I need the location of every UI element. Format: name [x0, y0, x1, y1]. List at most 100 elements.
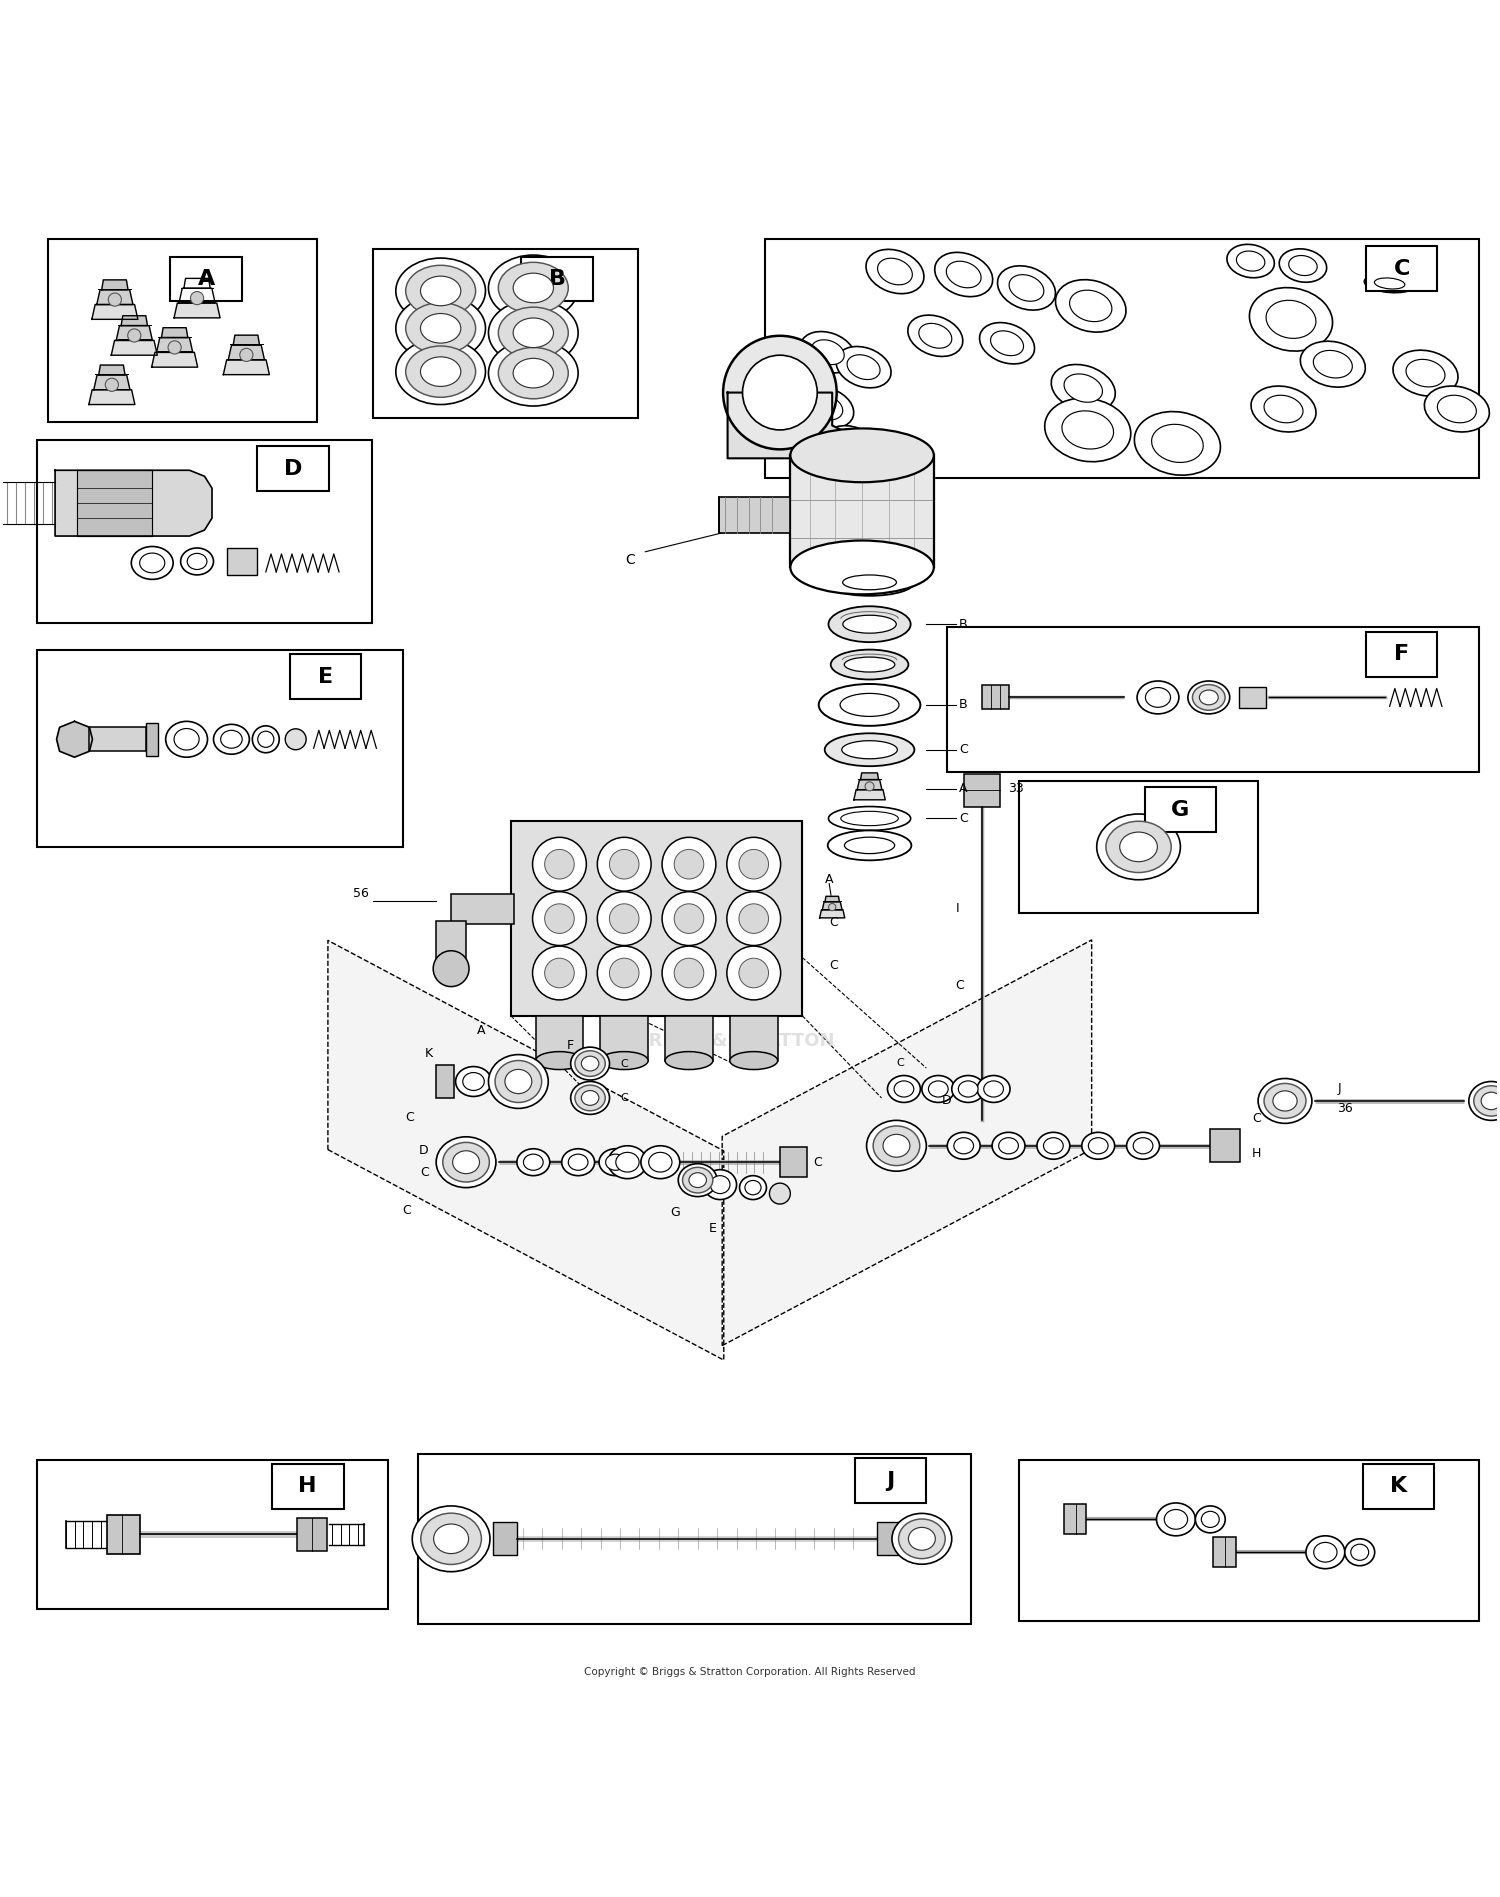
Circle shape — [728, 837, 780, 892]
Ellipse shape — [1437, 395, 1476, 423]
Circle shape — [728, 892, 780, 945]
Text: K: K — [1390, 1476, 1407, 1497]
Ellipse shape — [1288, 256, 1317, 275]
Ellipse shape — [951, 1076, 984, 1102]
Circle shape — [544, 903, 574, 933]
Ellipse shape — [836, 347, 891, 387]
Circle shape — [597, 947, 651, 1000]
Bar — [1365, 247, 1437, 290]
Ellipse shape — [1236, 250, 1264, 271]
Circle shape — [740, 958, 768, 988]
Ellipse shape — [1202, 1512, 1219, 1527]
Ellipse shape — [420, 277, 460, 305]
Polygon shape — [116, 326, 153, 340]
Ellipse shape — [568, 1153, 588, 1170]
Ellipse shape — [843, 615, 897, 634]
Ellipse shape — [810, 395, 843, 419]
Ellipse shape — [976, 1076, 1010, 1102]
Text: C: C — [813, 1155, 822, 1169]
Text: I: I — [956, 903, 958, 916]
Ellipse shape — [188, 554, 207, 569]
Polygon shape — [722, 939, 1092, 1345]
Polygon shape — [88, 389, 135, 404]
Ellipse shape — [828, 806, 910, 831]
Ellipse shape — [1152, 425, 1203, 463]
Ellipse shape — [1044, 398, 1131, 461]
Ellipse shape — [598, 1150, 632, 1176]
Circle shape — [108, 292, 122, 305]
Bar — [108, 1516, 141, 1554]
Ellipse shape — [1274, 1091, 1298, 1112]
Polygon shape — [99, 364, 124, 376]
Ellipse shape — [1468, 1081, 1500, 1121]
Ellipse shape — [180, 548, 213, 575]
Ellipse shape — [1264, 1083, 1306, 1119]
Bar — [1019, 782, 1258, 912]
Bar — [48, 239, 316, 423]
Ellipse shape — [740, 1176, 766, 1199]
Ellipse shape — [1250, 288, 1332, 351]
Polygon shape — [728, 393, 862, 459]
Circle shape — [433, 950, 470, 986]
Ellipse shape — [1365, 275, 1414, 292]
Ellipse shape — [258, 730, 274, 747]
Ellipse shape — [489, 1055, 549, 1108]
Ellipse shape — [1126, 1133, 1160, 1159]
Ellipse shape — [1300, 341, 1365, 387]
Ellipse shape — [524, 1153, 543, 1170]
Polygon shape — [162, 328, 188, 338]
Ellipse shape — [570, 1047, 609, 1079]
Text: C: C — [897, 1059, 904, 1068]
Ellipse shape — [801, 448, 844, 484]
Bar — [226, 548, 256, 575]
Bar — [374, 249, 638, 417]
Ellipse shape — [843, 575, 897, 590]
Ellipse shape — [1089, 1138, 1108, 1153]
Ellipse shape — [867, 1121, 927, 1170]
Ellipse shape — [498, 262, 568, 313]
Ellipse shape — [1314, 351, 1353, 378]
Bar — [256, 446, 328, 491]
Bar — [536, 1015, 584, 1060]
Circle shape — [662, 892, 716, 945]
Polygon shape — [825, 897, 840, 901]
Ellipse shape — [1196, 1506, 1225, 1533]
Ellipse shape — [574, 1085, 604, 1112]
Polygon shape — [78, 470, 152, 537]
Ellipse shape — [920, 322, 952, 349]
Ellipse shape — [436, 1136, 496, 1188]
Ellipse shape — [1280, 249, 1326, 283]
Polygon shape — [178, 288, 214, 304]
Ellipse shape — [600, 1051, 648, 1070]
Polygon shape — [184, 279, 210, 288]
Polygon shape — [57, 721, 93, 757]
Ellipse shape — [682, 1167, 712, 1193]
Text: C: C — [620, 1059, 627, 1068]
Ellipse shape — [1070, 290, 1112, 322]
Polygon shape — [228, 345, 264, 360]
Ellipse shape — [825, 734, 915, 766]
Polygon shape — [790, 455, 934, 567]
Ellipse shape — [898, 1519, 945, 1559]
Text: B: B — [958, 618, 968, 630]
Text: A: A — [198, 269, 214, 288]
Bar — [600, 1015, 648, 1060]
Ellipse shape — [842, 812, 898, 825]
Ellipse shape — [894, 1081, 914, 1096]
Ellipse shape — [844, 656, 895, 672]
Circle shape — [728, 947, 780, 1000]
Polygon shape — [56, 470, 211, 537]
Ellipse shape — [928, 1081, 948, 1096]
Ellipse shape — [888, 1076, 921, 1102]
Ellipse shape — [1306, 1537, 1346, 1569]
Ellipse shape — [819, 685, 921, 727]
Text: F: F — [1394, 645, 1408, 664]
Bar — [878, 1523, 902, 1556]
Circle shape — [609, 850, 639, 878]
Circle shape — [240, 349, 254, 362]
Text: C: C — [620, 1093, 627, 1102]
Circle shape — [662, 837, 716, 892]
Ellipse shape — [840, 694, 898, 717]
Ellipse shape — [1096, 814, 1180, 880]
Polygon shape — [94, 376, 130, 389]
